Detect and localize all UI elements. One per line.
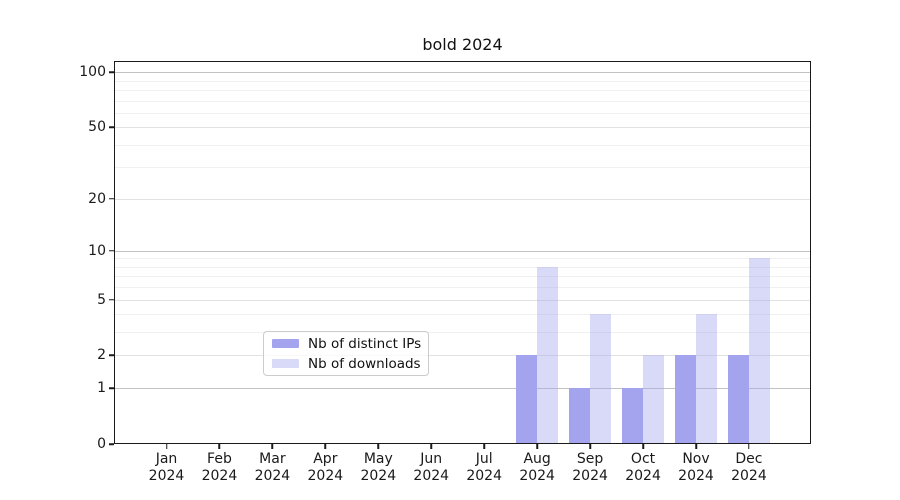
grid-line-minor bbox=[114, 287, 811, 289]
y-tick-mark bbox=[109, 443, 114, 445]
grid-line-minor bbox=[114, 167, 811, 169]
legend-swatch-distinct-ips bbox=[272, 339, 299, 348]
grid-line-major bbox=[114, 72, 811, 74]
legend-label-distinct-ips: Nb of distinct IPs bbox=[308, 335, 422, 352]
x-tick-label: Aug 2024 bbox=[519, 451, 555, 484]
bar-distinct-ips bbox=[622, 388, 644, 444]
y-tick-label: 10 bbox=[88, 242, 106, 259]
x-tick-label: Mar 2024 bbox=[254, 451, 291, 484]
grid-line-major bbox=[114, 250, 811, 252]
y-tick-mark bbox=[109, 126, 114, 128]
x-tick-label: Feb 2024 bbox=[201, 451, 238, 484]
x-tick-mark bbox=[271, 444, 274, 449]
grid-line-minor bbox=[114, 80, 811, 82]
grid-line-minor bbox=[114, 144, 811, 146]
bar-downloads bbox=[696, 314, 717, 444]
grid-line-minor bbox=[114, 332, 811, 334]
y-tick-mark bbox=[109, 387, 114, 389]
bar-distinct-ips bbox=[569, 388, 591, 444]
x-tick-mark bbox=[165, 444, 168, 449]
bar-downloads bbox=[537, 266, 559, 444]
y-tick-mark bbox=[109, 71, 114, 73]
y-tick-label: 2 bbox=[97, 347, 106, 364]
grid-line-major bbox=[114, 127, 811, 129]
x-tick-mark bbox=[589, 444, 591, 449]
grid-line-minor bbox=[114, 276, 811, 278]
x-tick-label: Jun 2024 bbox=[413, 451, 450, 484]
x-tick-mark bbox=[748, 444, 750, 449]
plot-area bbox=[114, 61, 811, 444]
x-tick-label: May 2024 bbox=[360, 451, 397, 484]
legend-item-downloads: Nb of downloads bbox=[272, 355, 421, 372]
bar-downloads bbox=[590, 314, 612, 444]
legend: Nb of distinct IPs Nb of downloads bbox=[263, 331, 429, 376]
x-tick-label: Jul 2024 bbox=[466, 451, 503, 484]
y-tick-label: 100 bbox=[79, 64, 106, 81]
y-tick-label: 5 bbox=[97, 291, 106, 308]
y-tick-mark bbox=[109, 250, 114, 252]
y-tick-mark bbox=[109, 197, 114, 200]
grid-line-minor bbox=[114, 266, 811, 268]
y-tick-mark bbox=[109, 298, 114, 301]
bar-downloads bbox=[748, 258, 770, 444]
x-tick-label: Oct 2024 bbox=[625, 451, 661, 484]
bar-distinct-ips bbox=[675, 355, 696, 444]
x-tick-mark bbox=[430, 444, 432, 449]
grid-line-major bbox=[114, 299, 811, 301]
bar-distinct-ips bbox=[516, 355, 538, 444]
bar-distinct-ips bbox=[727, 355, 749, 444]
legend-label-downloads: Nb of downloads bbox=[308, 355, 421, 372]
x-tick-mark bbox=[642, 444, 644, 449]
grid-line-minor bbox=[114, 112, 811, 114]
x-tick-mark bbox=[536, 444, 538, 449]
x-tick-mark bbox=[324, 444, 327, 449]
legend-item-distinct-ips: Nb of distinct IPs bbox=[272, 335, 422, 352]
grid-line-minor bbox=[114, 314, 811, 316]
x-tick-mark bbox=[377, 444, 380, 449]
grid-line-minor bbox=[114, 100, 811, 102]
y-tick-label: 0 bbox=[97, 436, 106, 452]
y-tick-label: 1 bbox=[97, 380, 106, 397]
grid-line-major bbox=[114, 198, 811, 200]
grid-line-minor bbox=[114, 258, 811, 260]
y-tick-label: 50 bbox=[88, 119, 106, 136]
x-tick-label: Jan 2024 bbox=[148, 451, 185, 484]
x-tick-mark bbox=[483, 444, 485, 449]
x-tick-label: Nov 2024 bbox=[678, 451, 714, 484]
x-tick-label: Sep 2024 bbox=[572, 451, 608, 484]
x-tick-label: Dec 2024 bbox=[731, 451, 767, 484]
grid-line-major bbox=[114, 355, 811, 357]
y-tick-mark bbox=[109, 354, 114, 357]
x-tick-mark bbox=[218, 444, 221, 449]
legend-swatch-downloads bbox=[272, 359, 299, 368]
grid-line-major bbox=[114, 388, 811, 390]
y-tick-label: 20 bbox=[88, 190, 106, 207]
chart-title: bold 2024 bbox=[422, 35, 503, 54]
grid-line-minor bbox=[114, 89, 811, 91]
bar-downloads bbox=[643, 355, 665, 444]
x-tick-label: Apr 2024 bbox=[307, 451, 344, 484]
x-tick-mark bbox=[695, 444, 697, 449]
